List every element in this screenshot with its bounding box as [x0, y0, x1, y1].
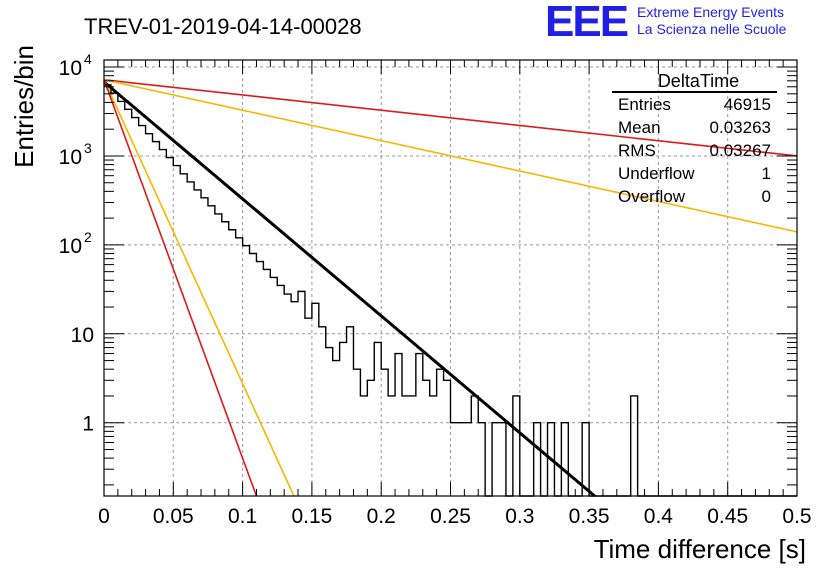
stats-row-label: RMS [618, 141, 656, 160]
stats-row-label: Mean [618, 118, 661, 137]
x-tick-label: 0.1 [228, 505, 257, 528]
stats-row-value: 0.03263 [710, 118, 771, 137]
x-tick-label: 0.3 [505, 505, 534, 528]
x-tick-label: 0.15 [291, 505, 332, 528]
y-tick-label: 10 [59, 57, 82, 80]
logo-line-1: Extreme Energy Events [637, 4, 785, 20]
x-axis-label: Time difference [s] [594, 534, 806, 564]
fit-line [103, 78, 798, 157]
y-tick-exponent: 2 [84, 229, 92, 245]
x-tick-label: 0.5 [782, 505, 811, 528]
x-tick-label: 0.4 [644, 505, 674, 528]
chart-title: TREV-01-2019-04-14-00028 [84, 14, 362, 39]
fit-line [103, 79, 295, 497]
y-tick-label: 10 [59, 146, 82, 169]
stats-row-label: Overflow [618, 187, 686, 206]
x-tick-label: 0.35 [569, 505, 610, 528]
stats-box: DeltaTime Entries 46915 Mean 0.03263 RMS 0.032… [612, 71, 777, 206]
x-tick-label: 0 [98, 505, 110, 528]
x-tick-label: 0.25 [430, 505, 471, 528]
stats-row-label: Entries [618, 95, 671, 114]
stats-row-label: Underflow [618, 164, 695, 183]
eee-logo: EEE [545, 0, 629, 46]
y-axis-label: Entries/bin [9, 45, 39, 168]
y-tick-label: 10 [59, 235, 82, 258]
stats-row-value: 46915 [724, 95, 771, 114]
y-tick-exponent: 3 [84, 140, 92, 156]
y-tick-label: 1 [82, 413, 94, 436]
eee-logo-text: Extreme Energy Events La Scienza nelle S… [637, 4, 786, 38]
stats-row-value: 0.03267 [710, 141, 771, 160]
x-tick-label: 0.2 [367, 505, 396, 528]
axes: 0 0.05 0.1 0.15 0.2 0.25 0.3 0.35 0.4 0.45 0.51101… [59, 51, 812, 528]
stats-box-title: DeltaTime [658, 71, 739, 91]
x-tick-label: 0.05 [153, 505, 194, 528]
stats-row-value: 1 [762, 164, 771, 183]
x-tick-label: 0.45 [707, 505, 748, 528]
y-tick-exponent: 4 [84, 51, 92, 67]
logo-line-2: La Scienza nelle Scuole [637, 21, 787, 37]
grid [104, 60, 797, 496]
fit-line [103, 79, 258, 497]
stats-row-value: 0 [762, 187, 771, 206]
fit-line [103, 78, 798, 233]
fit-line [103, 80, 596, 498]
y-tick-label: 10 [71, 324, 94, 347]
